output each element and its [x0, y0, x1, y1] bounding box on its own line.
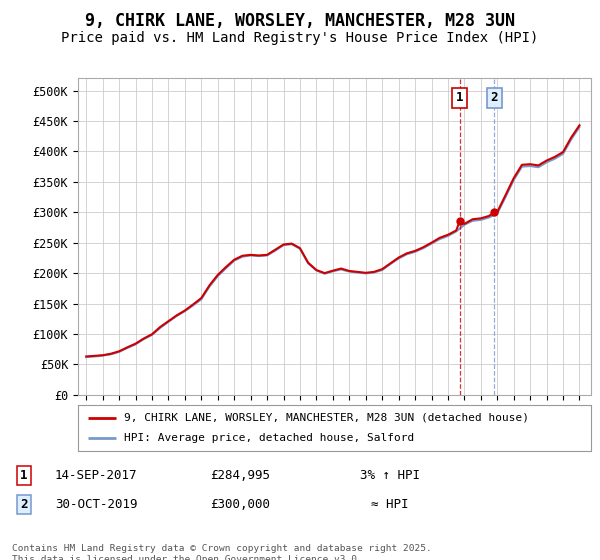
Text: Price paid vs. HM Land Registry's House Price Index (HPI): Price paid vs. HM Land Registry's House … — [61, 31, 539, 45]
Text: HPI: Average price, detached house, Salford: HPI: Average price, detached house, Salf… — [124, 433, 415, 443]
Text: Contains HM Land Registry data © Crown copyright and database right 2025.
This d: Contains HM Land Registry data © Crown c… — [12, 544, 432, 560]
Text: 2: 2 — [20, 498, 28, 511]
Text: 3% ↑ HPI: 3% ↑ HPI — [360, 469, 420, 482]
Text: 1: 1 — [456, 91, 463, 104]
Text: 1: 1 — [20, 469, 28, 482]
Text: 2: 2 — [491, 91, 498, 104]
Text: 30-OCT-2019: 30-OCT-2019 — [55, 498, 137, 511]
Text: 14-SEP-2017: 14-SEP-2017 — [55, 469, 137, 482]
Text: ≈ HPI: ≈ HPI — [371, 498, 409, 511]
Text: £284,995: £284,995 — [210, 469, 270, 482]
Text: 9, CHIRK LANE, WORSLEY, MANCHESTER, M28 3UN: 9, CHIRK LANE, WORSLEY, MANCHESTER, M28 … — [85, 12, 515, 30]
Text: £300,000: £300,000 — [210, 498, 270, 511]
Text: 9, CHIRK LANE, WORSLEY, MANCHESTER, M28 3UN (detached house): 9, CHIRK LANE, WORSLEY, MANCHESTER, M28 … — [124, 413, 529, 423]
